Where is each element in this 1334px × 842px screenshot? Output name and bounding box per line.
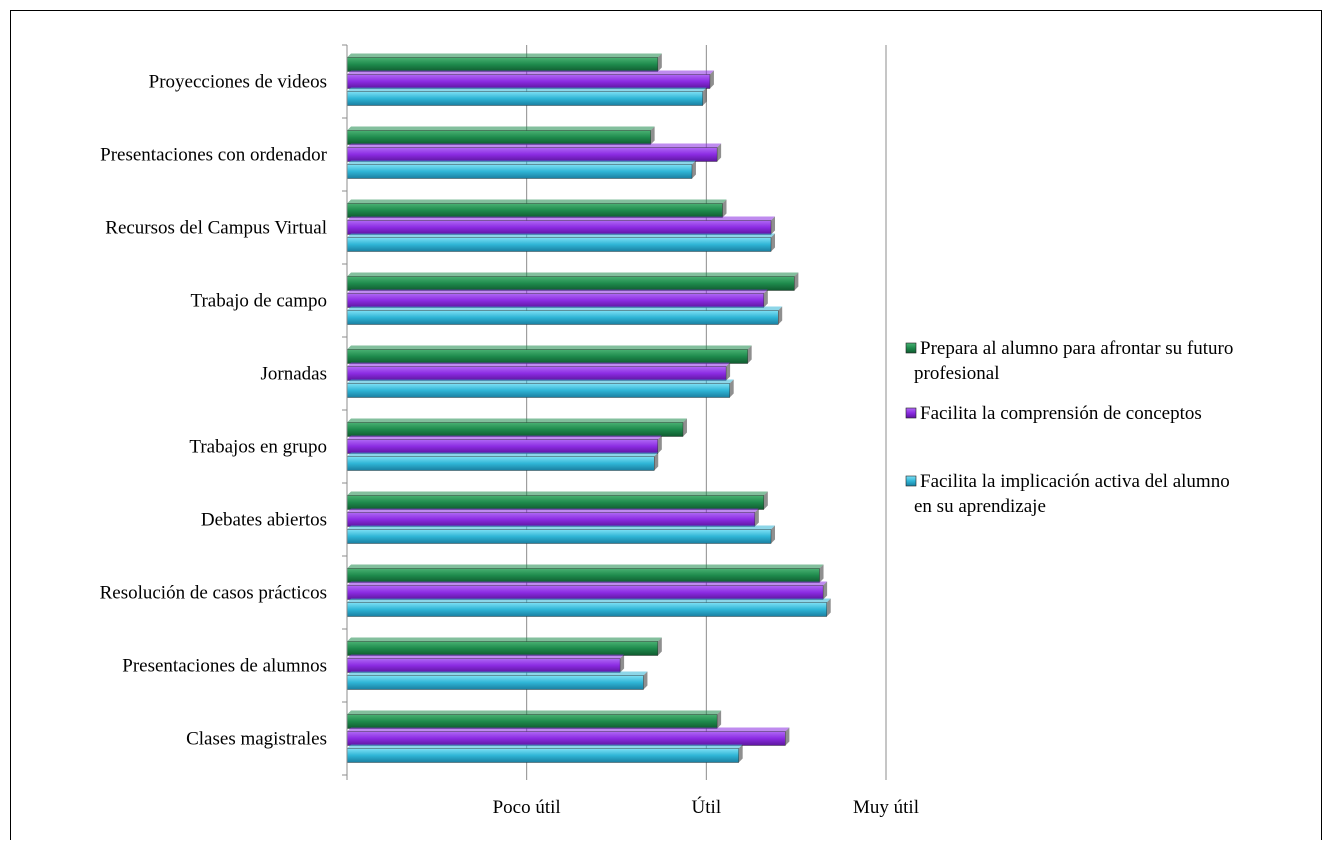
category-label: Presentaciones de alumnos bbox=[122, 656, 327, 677]
bar bbox=[346, 199, 727, 218]
x-tick-label: Útil bbox=[692, 796, 722, 818]
category-label: Jornadas bbox=[261, 364, 327, 385]
category-label: Trabajo de campo bbox=[191, 291, 328, 312]
category-label: Clases magistrales bbox=[186, 729, 327, 750]
bar bbox=[346, 126, 655, 145]
legend-swatch bbox=[905, 342, 917, 354]
bar bbox=[346, 345, 752, 364]
bar bbox=[346, 216, 776, 235]
x-tick-label: Muy útil bbox=[853, 797, 919, 818]
bar bbox=[346, 637, 662, 656]
category-label: Proyecciones de videos bbox=[149, 72, 327, 93]
category-label: Trabajos en grupo bbox=[189, 437, 327, 458]
category-label: Resolución de casos prácticos bbox=[100, 583, 327, 604]
bar bbox=[346, 525, 776, 544]
bar bbox=[346, 160, 696, 179]
legend-entry: Facilita la comprensión de conceptos bbox=[920, 403, 1202, 424]
bar bbox=[346, 87, 707, 106]
bar bbox=[346, 233, 776, 252]
bar bbox=[346, 435, 662, 454]
bar bbox=[346, 654, 625, 673]
bar bbox=[346, 671, 648, 690]
legend-entry: Facilita la implicación activa del alumn… bbox=[914, 471, 1230, 517]
bar bbox=[346, 710, 722, 729]
category-label: Presentaciones con ordenador bbox=[100, 145, 328, 166]
bar bbox=[346, 508, 759, 527]
bar bbox=[346, 452, 659, 471]
category-label: Debates abiertos bbox=[201, 510, 327, 531]
bar bbox=[346, 418, 687, 437]
legend-entry: Prepara al alumno para afrontar su futur… bbox=[914, 338, 1233, 384]
bar bbox=[346, 53, 662, 72]
legend-swatch bbox=[905, 407, 917, 419]
bar bbox=[346, 289, 768, 308]
bar bbox=[346, 491, 768, 510]
bar bbox=[346, 379, 734, 398]
bar bbox=[346, 143, 722, 162]
bar bbox=[346, 272, 799, 291]
legend-swatch bbox=[905, 475, 917, 487]
bar bbox=[346, 70, 714, 89]
bar bbox=[346, 564, 824, 583]
bar bbox=[346, 744, 743, 763]
bar bbox=[346, 581, 828, 600]
category-label: Recursos del Campus Virtual bbox=[105, 218, 327, 239]
bar bbox=[346, 362, 731, 381]
x-tick-label: Poco útil bbox=[493, 797, 561, 818]
bar bbox=[346, 727, 790, 746]
bar bbox=[346, 598, 831, 617]
bar bbox=[346, 306, 783, 325]
